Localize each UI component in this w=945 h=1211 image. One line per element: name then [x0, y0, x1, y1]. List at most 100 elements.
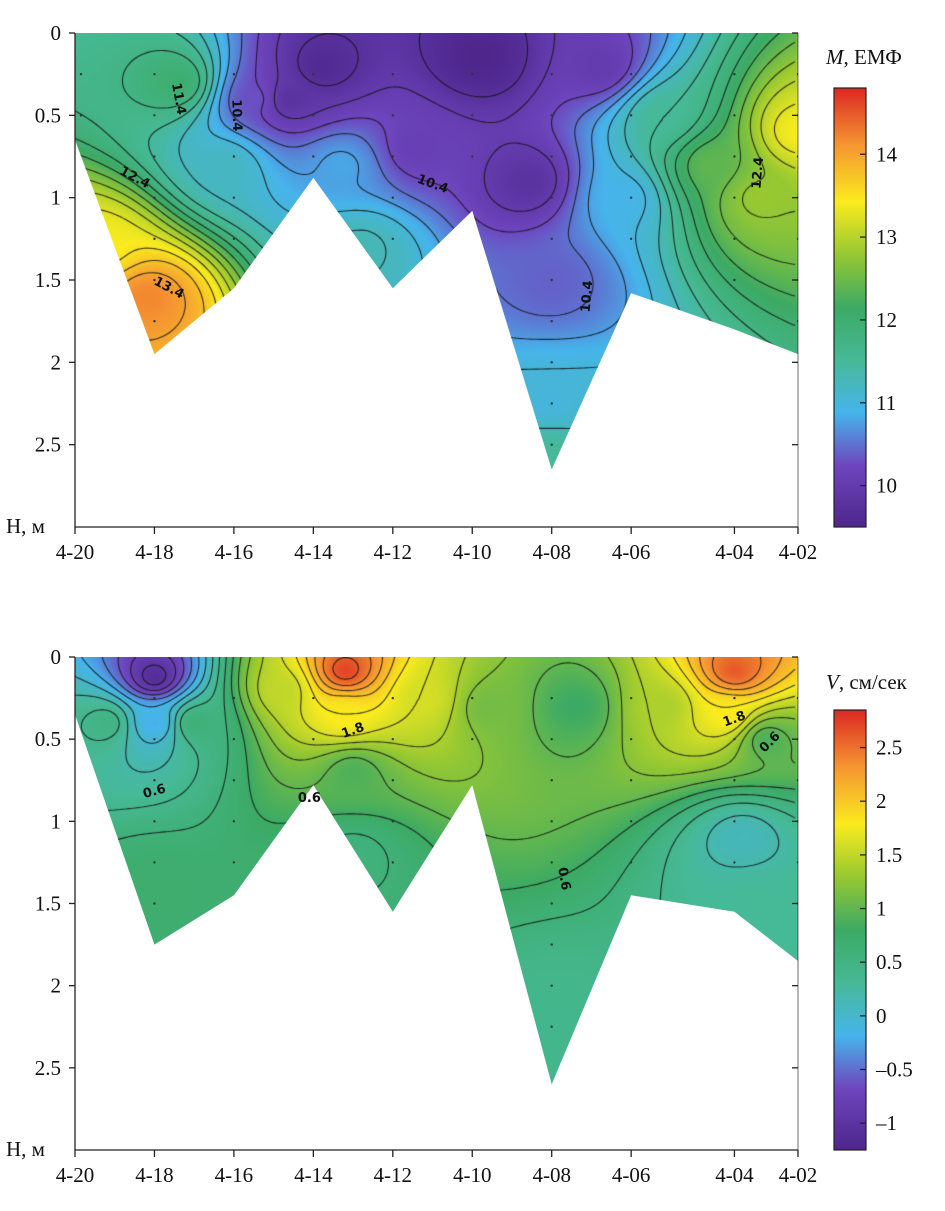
y-tick-label: 0.5 [35, 103, 61, 127]
y-tick-label: 1 [51, 186, 62, 210]
contour-field [75, 657, 798, 1085]
y-tick-label: 2.5 [35, 1056, 61, 1080]
x-tick-label: 4-06 [612, 540, 651, 564]
sample-point [629, 196, 633, 199]
colorbar-tick-label: 0 [876, 1004, 887, 1028]
sample-point [391, 779, 395, 782]
x-tick-label: 4-10 [453, 1163, 492, 1187]
sample-point [232, 861, 236, 864]
sample-point [733, 72, 736, 76]
y-tick-label: 1.5 [35, 892, 61, 916]
sample-point [550, 943, 553, 946]
sample-point [312, 737, 315, 741]
sample-point [391, 114, 395, 117]
colorbar-tick-label: 12 [876, 308, 897, 332]
y-tick-label: 0 [51, 21, 62, 45]
sample-point [550, 196, 553, 199]
contour-label: 10.4 [579, 280, 597, 313]
sample-point [391, 820, 395, 823]
x-tick-label: 4-08 [532, 1163, 571, 1187]
sample-point [153, 72, 156, 76]
sample-point [629, 155, 633, 158]
colorbar-title-variable: M [825, 45, 845, 69]
sample-point [550, 443, 553, 446]
colorbar [833, 87, 867, 528]
sample-point [312, 696, 315, 700]
y-tick-label: 0 [51, 645, 62, 669]
sample-point [391, 737, 395, 741]
x-tick-label: 4-02 [779, 1163, 818, 1187]
y-tick-label: 2 [51, 350, 62, 374]
sample-point [471, 696, 474, 700]
sample-point [550, 319, 553, 323]
sample-point [79, 72, 83, 76]
sample-point [733, 196, 736, 199]
colorbar-title-unit: , ЕМФ [844, 45, 902, 69]
sample-point [391, 155, 395, 158]
colorbar-title-variable: V [826, 670, 841, 694]
sample-point [153, 319, 156, 323]
sample-point [629, 779, 633, 782]
sample-point [232, 820, 236, 823]
sample-point [629, 696, 633, 700]
sample-point [550, 402, 553, 405]
sample-point [733, 114, 736, 117]
sample-point [153, 861, 156, 864]
sample-point [391, 861, 395, 864]
sample-point [232, 114, 236, 117]
sample-point [232, 196, 236, 199]
sample-point [471, 114, 474, 117]
sample-point [391, 237, 395, 241]
sample-point [550, 779, 553, 782]
sample-point [232, 779, 236, 782]
y-axis-title: H, м [6, 1137, 45, 1161]
sample-point [471, 737, 474, 741]
chart-1-m-emf: 11.4 10.412.413.410.410.412.400.511.522.5… [6, 21, 902, 564]
sample-point [153, 155, 156, 158]
sample-point [550, 114, 553, 117]
sample-point [733, 779, 736, 782]
colorbar-tick-label: –0.5 [875, 1058, 913, 1082]
sample-point [733, 820, 736, 823]
x-tick-label: 4-02 [779, 540, 818, 564]
sample-point [733, 237, 736, 241]
colorbar-tick-label: 2 [876, 789, 887, 813]
sample-point [550, 861, 553, 864]
colorbar-tick-label: 1 [876, 897, 887, 921]
sample-point [232, 237, 236, 241]
chart-2-velocity: 0.61.80.60.61.80.600.511.522.5H, м4-20 4-… [6, 645, 913, 1187]
y-tick-label: 2.5 [35, 433, 61, 457]
sample-point [232, 72, 236, 76]
contour-label: 1.8 [340, 720, 367, 742]
sample-point [629, 861, 633, 864]
sample-point [550, 984, 553, 987]
x-tick-label: 4-16 [215, 540, 254, 564]
x-tick-label: 4-08 [532, 540, 571, 564]
sample-point [391, 696, 395, 700]
contour-label: 0.6 [298, 791, 321, 806]
y-tick-label: 1 [51, 809, 62, 833]
colorbar-title: M, ЕМФ [825, 45, 902, 69]
sample-point [733, 155, 736, 158]
sample-point [550, 696, 553, 700]
colorbar-tick-label: 2.5 [876, 736, 902, 760]
x-tick-label: 4-14 [294, 540, 333, 564]
sample-point [153, 278, 156, 282]
sample-point [733, 278, 736, 282]
colorbar-tick-label: 10 [876, 474, 897, 498]
colorbar [833, 709, 867, 1151]
sample-point [153, 696, 156, 700]
sample-point [550, 820, 553, 823]
colorbar-tick-label: 1.5 [876, 843, 902, 867]
sample-point [153, 737, 156, 741]
sample-point [153, 196, 156, 199]
colorbar-title: V, см/сек [826, 670, 908, 694]
y-tick-label: 0.5 [35, 727, 61, 751]
sample-point [550, 361, 553, 364]
sample-point [629, 72, 633, 76]
x-tick-label: 4-10 [453, 540, 492, 564]
sample-point [629, 820, 633, 823]
sample-point [471, 155, 474, 158]
contour-label: 11.4 [168, 82, 188, 116]
